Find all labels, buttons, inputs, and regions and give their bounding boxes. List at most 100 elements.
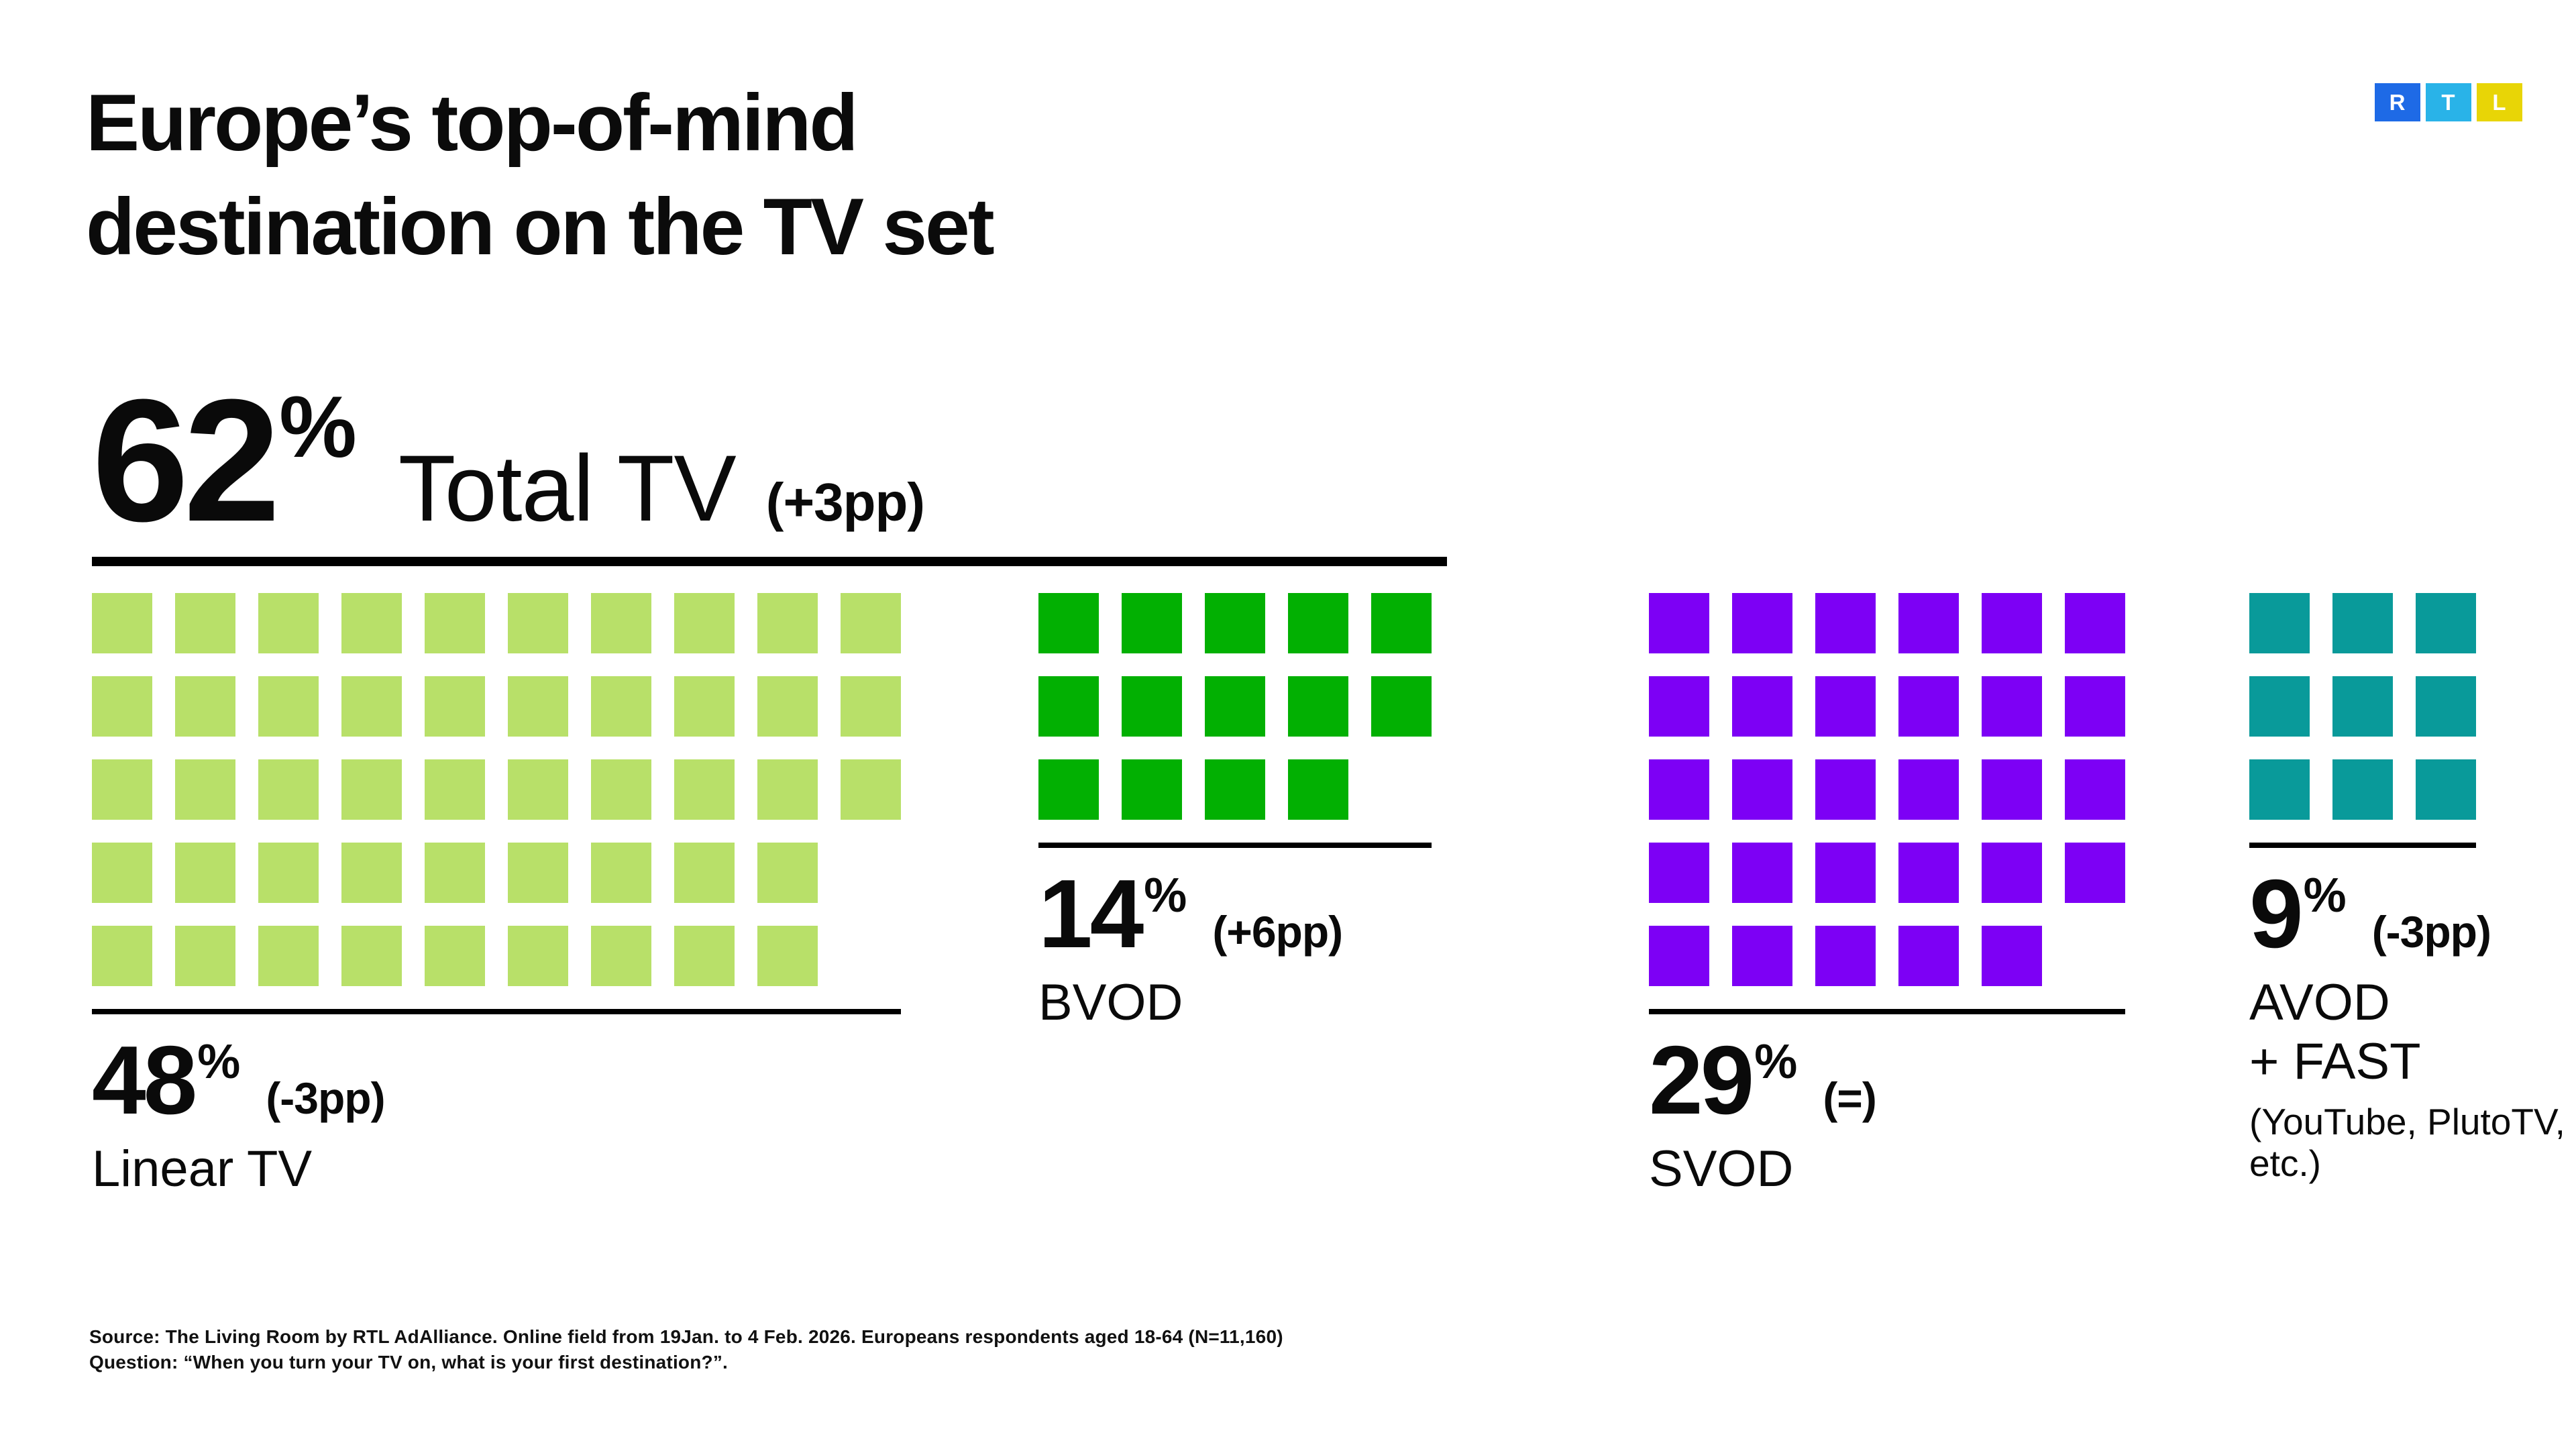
waffle-square — [1288, 676, 1348, 737]
waffle-square — [258, 843, 319, 903]
waffle-square — [341, 759, 402, 820]
waffle-square — [2249, 759, 2310, 820]
waffle-square — [1732, 926, 1792, 986]
waffle-square — [2065, 843, 2125, 903]
segment-value: 9 — [2249, 859, 2304, 968]
waffle-square — [1815, 759, 1876, 820]
segment-bvod: 14% (+6pp) BVOD — [1038, 593, 1546, 1032]
waffle-square — [1649, 759, 1709, 820]
waffle-square — [1898, 759, 1959, 820]
source-line-1: Source: The Living Room by RTL AdAllianc… — [89, 1326, 1283, 1347]
total-change: (+3pp) — [765, 472, 925, 532]
waffle-square — [1371, 676, 1432, 737]
waffle-square — [2416, 759, 2476, 820]
waffle-square — [591, 676, 651, 737]
waffle-square — [175, 843, 235, 903]
segment-value: 14 — [1038, 859, 1144, 968]
segment-change: (+6pp) — [1212, 907, 1343, 957]
waffle-square — [1649, 676, 1709, 737]
waffle-linear-tv — [92, 593, 1015, 986]
waffle-square — [757, 926, 818, 986]
waffle-square — [757, 843, 818, 903]
waffle-square — [674, 759, 735, 820]
waffle-square — [508, 926, 568, 986]
waffle-square — [425, 843, 485, 903]
segment-avod-fast: 9% (-3pp) AVOD + FAST (YouTube, PlutoTV, … — [2249, 593, 2576, 1184]
title-line-1: Europe’s top-of-mind — [86, 78, 859, 168]
segment-svod: 29% (=) SVOD — [1649, 593, 2239, 1199]
waffle-square — [674, 926, 735, 986]
waffle-row — [1649, 676, 2239, 737]
waffle-square — [1898, 926, 1959, 986]
waffle-square — [841, 593, 901, 653]
waffle-square — [2416, 676, 2476, 737]
waffle-square — [258, 593, 319, 653]
waffle-square — [1649, 843, 1709, 903]
waffle-row — [1649, 926, 2239, 986]
waffle-square — [175, 759, 235, 820]
segment-value: 29 — [1649, 1026, 1754, 1134]
segment-stat: 14%(+6pp) — [1038, 865, 1546, 963]
waffle-row — [92, 759, 1015, 820]
waffle-row — [92, 676, 1015, 737]
waffle-square — [1732, 593, 1792, 653]
segment-sublabel: (YouTube, PlutoTV, etc.) — [2249, 1101, 2565, 1184]
waffle-square — [2332, 676, 2393, 737]
title-line-2: destination on the TV set — [86, 182, 995, 272]
waffle-square — [425, 593, 485, 653]
waffle-square — [2332, 759, 2393, 820]
segment-label-2: + FAST — [2249, 1033, 2421, 1090]
waffle-square — [757, 593, 818, 653]
rtl-logo-block-t: T — [2426, 83, 2471, 121]
waffle-square — [92, 843, 152, 903]
waffle-svod — [1649, 593, 2239, 986]
waffle-square — [2332, 593, 2393, 653]
waffle-square — [425, 926, 485, 986]
waffle-square — [258, 926, 319, 986]
waffle-row — [1649, 759, 2239, 820]
percent-sign: % — [2303, 869, 2347, 922]
waffle-square — [258, 676, 319, 737]
waffle-square — [1122, 593, 1182, 653]
waffle-square — [1815, 593, 1876, 653]
waffle-square — [341, 926, 402, 986]
waffle-square — [1122, 759, 1182, 820]
waffle-row — [1649, 843, 2239, 903]
waffle-square — [1649, 926, 1709, 986]
segment-stat: 9%(-3pp) — [2249, 865, 2576, 963]
waffle-square — [508, 759, 568, 820]
source-line-2: Question: “When you turn your TV on, wha… — [89, 1352, 729, 1373]
waffle-square — [508, 843, 568, 903]
total-value: 62 — [92, 364, 280, 558]
waffle-square — [258, 759, 319, 820]
waffle-square — [2065, 676, 2125, 737]
waffle-square — [92, 676, 152, 737]
waffle-square — [1205, 759, 1265, 820]
waffle-square — [2065, 593, 2125, 653]
waffle-row — [92, 593, 1015, 653]
waffle-row — [2249, 759, 2576, 820]
segment-change: (=) — [1823, 1073, 1876, 1123]
waffle-square — [508, 676, 568, 737]
percent-sign: % — [1754, 1035, 1798, 1089]
waffle-row — [1038, 676, 1546, 737]
page-title: Europe’s top-of-mind destination on the … — [86, 71, 995, 279]
waffle-square — [1982, 676, 2042, 737]
waffle-square — [674, 843, 735, 903]
source-note: Source: The Living Room by RTL AdAllianc… — [89, 1324, 1283, 1375]
total-label: Total TV — [398, 435, 737, 541]
waffle-square — [674, 593, 735, 653]
waffle-square — [1898, 843, 1959, 903]
waffle-square — [757, 759, 818, 820]
waffle-square — [591, 926, 651, 986]
waffle-square — [591, 593, 651, 653]
waffle-square — [1815, 926, 1876, 986]
waffle-square — [2249, 676, 2310, 737]
waffle-square — [508, 593, 568, 653]
waffle-square — [92, 759, 152, 820]
waffle-row — [2249, 676, 2576, 737]
waffle-square — [841, 676, 901, 737]
waffle-square — [1898, 593, 1959, 653]
waffle-square — [1815, 676, 1876, 737]
